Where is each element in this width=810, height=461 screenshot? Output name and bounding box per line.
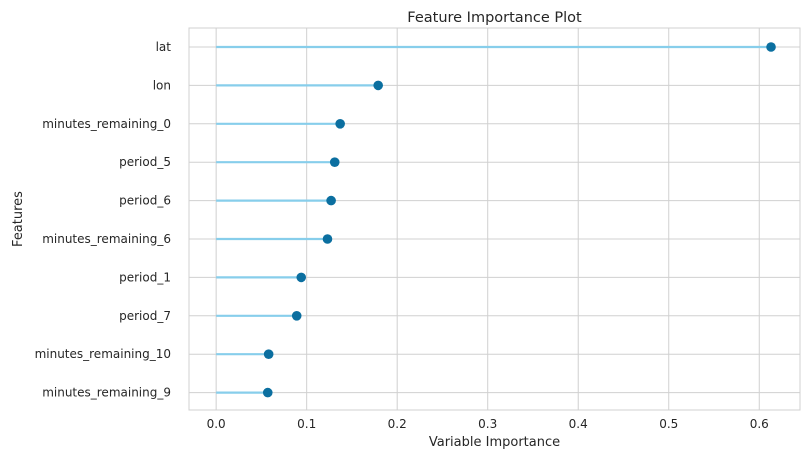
y-tick-label: minutes_remaining_6 xyxy=(42,232,171,246)
importance-point xyxy=(335,119,345,129)
importance-point xyxy=(373,80,383,91)
importance-point xyxy=(766,42,776,52)
x-tick-label: 0.4 xyxy=(569,417,588,431)
x-tick-label: 0.3 xyxy=(478,417,497,431)
y-tick-label: lat xyxy=(156,40,172,54)
importance-point xyxy=(262,387,273,398)
y-tick-label: minutes_remaining_10 xyxy=(35,347,171,361)
importance-point xyxy=(296,272,307,283)
mark-layer xyxy=(216,42,776,398)
y-tick-label: minutes_remaining_9 xyxy=(42,386,171,400)
y-tick-label: period_5 xyxy=(119,155,171,169)
importance-point xyxy=(329,157,340,167)
y-tick-label: period_6 xyxy=(119,194,171,208)
x-tick-label: 0.5 xyxy=(659,417,678,431)
x-tick-label: 0.1 xyxy=(297,417,316,431)
tick-layer: 0.0 0.1 0.2 0.3 0.4 0.5 0.6 lat lon minutes_remai… xyxy=(35,40,769,431)
importance-point xyxy=(291,311,302,321)
y-tick-label: minutes_remaining_0 xyxy=(42,117,171,131)
importance-point xyxy=(263,349,274,360)
x-axis-label: Variable Importance xyxy=(429,435,560,450)
plot-frame xyxy=(188,27,801,411)
x-tick-label: 0.0 xyxy=(207,417,226,431)
importance-point xyxy=(322,234,333,244)
y-tick-label: period_7 xyxy=(119,309,171,323)
chart-title: Feature Importance Plot xyxy=(407,10,582,26)
x-tick-label: 0.6 xyxy=(750,417,769,431)
y-tick-label: lon xyxy=(153,78,171,92)
x-tick-label: 0.2 xyxy=(388,417,407,431)
importance-point xyxy=(326,195,336,206)
y-axis-label: Features xyxy=(11,191,26,247)
y-tick-label: period_1 xyxy=(119,270,171,284)
